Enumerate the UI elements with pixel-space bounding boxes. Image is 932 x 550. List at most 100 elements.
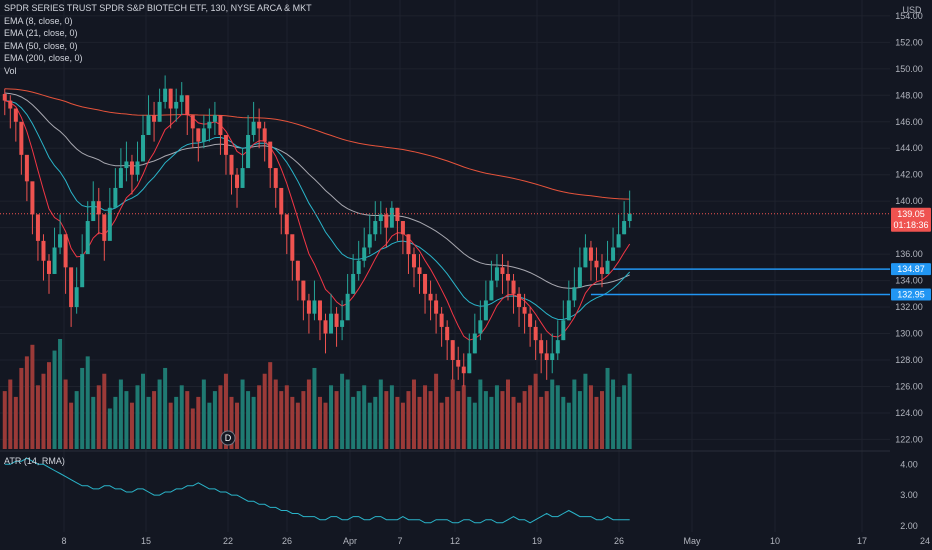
ema200-legend[interactable]: EMA (200, close, 0)	[4, 53, 83, 63]
time-tick-label: 15	[141, 536, 151, 546]
volume-bar	[35, 385, 40, 449]
level-price-value: 132.95	[897, 289, 925, 299]
ema21-legend[interactable]: EMA (21, close, 0)	[4, 28, 78, 38]
candle-body	[135, 161, 140, 175]
candle-body	[456, 360, 461, 367]
candle-body	[600, 267, 605, 274]
volume-bar	[190, 408, 195, 449]
candle-body	[494, 267, 499, 281]
candle-body	[13, 108, 18, 122]
atr-tick-label: 2.00	[900, 521, 918, 531]
candle-body	[74, 287, 79, 308]
candle-body	[362, 247, 367, 261]
volume-bar	[279, 391, 284, 449]
horizontal-levels[interactable]	[0, 213, 890, 296]
candle-body	[240, 168, 245, 188]
candle-body	[235, 174, 240, 188]
candle-body	[306, 300, 311, 314]
atr-tick-label: 3.00	[900, 490, 918, 500]
price-tick-label: 124.00	[895, 408, 923, 418]
volume-bar	[611, 379, 616, 449]
volume-bar	[340, 373, 345, 449]
volume-legend[interactable]: Vol	[4, 65, 17, 76]
volume-bar	[467, 396, 472, 449]
volume-bar	[384, 391, 389, 449]
candle-body	[528, 313, 533, 327]
candle-body	[168, 88, 173, 109]
candle-body	[290, 234, 295, 261]
atr-pane	[4, 457, 630, 524]
time-axis[interactable]: 8 15 22 26 Apr 7 12 19 26 May 10 17 24	[61, 536, 930, 546]
volume-bar	[152, 391, 157, 449]
candle-body	[163, 88, 168, 102]
candle-body	[478, 320, 483, 334]
candle-body	[207, 121, 212, 129]
candle-body	[616, 234, 621, 248]
candle-body	[141, 135, 146, 162]
volume-bar	[588, 385, 593, 449]
volume-bar	[323, 402, 328, 449]
candle-body	[627, 213, 632, 222]
candle-body	[472, 333, 477, 354]
volume-bar	[229, 396, 234, 449]
volume-bar	[511, 396, 516, 449]
symbol-title[interactable]: SPDR SERIES TRUST SPDR S&P BIOTECH ETF, …	[4, 3, 312, 13]
candle-body	[268, 141, 273, 169]
candle-body	[284, 214, 289, 235]
candle-body	[262, 128, 267, 142]
candle-body	[251, 121, 256, 135]
candle-body	[611, 247, 616, 261]
volume-bar	[74, 391, 79, 449]
volume-bar	[273, 379, 278, 449]
volume-bar	[163, 367, 168, 449]
time-tick-label: 8	[61, 536, 66, 546]
candle-body	[85, 221, 90, 255]
atr-legend[interactable]: ATR (14, RMA)	[4, 456, 65, 466]
price-tick-label: 132.00	[895, 302, 923, 312]
volume-bar	[417, 396, 422, 449]
candle-body	[345, 293, 350, 321]
volume-bar	[2, 391, 7, 449]
candle-body	[30, 181, 35, 215]
candle-body	[96, 201, 101, 215]
candle-body	[378, 214, 383, 222]
candle-body	[223, 135, 228, 155]
volume-bar	[41, 373, 46, 449]
candle-body	[273, 168, 278, 188]
candle-body	[439, 313, 444, 327]
ema200-line	[4, 88, 630, 200]
candle-body	[373, 221, 378, 235]
dividend-marker[interactable]: D	[220, 430, 236, 446]
candle-body	[58, 234, 63, 248]
candle-body	[594, 260, 599, 268]
volume-bar	[246, 391, 251, 449]
time-tick-label: 7	[397, 536, 402, 546]
volume-bar	[96, 385, 101, 449]
volume-bar	[58, 339, 63, 449]
candle-body	[522, 307, 527, 314]
candle-body	[35, 214, 40, 241]
candle-body	[196, 128, 201, 142]
price-tick-label: 128.00	[895, 355, 923, 365]
volume-bar	[129, 402, 134, 449]
volume-bar	[290, 396, 295, 449]
candle-body	[550, 353, 555, 360]
candle-body	[555, 340, 560, 354]
volume-bar	[185, 391, 190, 449]
dividend-label: D	[225, 433, 232, 443]
volume-bar	[406, 391, 411, 449]
volume-bar	[268, 362, 273, 449]
ema8-legend[interactable]: EMA (8, close, 0)	[4, 15, 73, 26]
candle-body	[367, 234, 372, 248]
volume-bar	[400, 402, 405, 449]
volume-bar	[483, 391, 488, 449]
candle-body	[450, 340, 455, 360]
volume-bar	[69, 402, 74, 449]
ema50-legend[interactable]: EMA (50, close, 0)	[4, 40, 78, 51]
candle-body	[19, 121, 24, 155]
candle-body	[52, 247, 57, 274]
countdown-value: 01:18:36	[893, 220, 928, 230]
volume-bar	[207, 402, 212, 449]
